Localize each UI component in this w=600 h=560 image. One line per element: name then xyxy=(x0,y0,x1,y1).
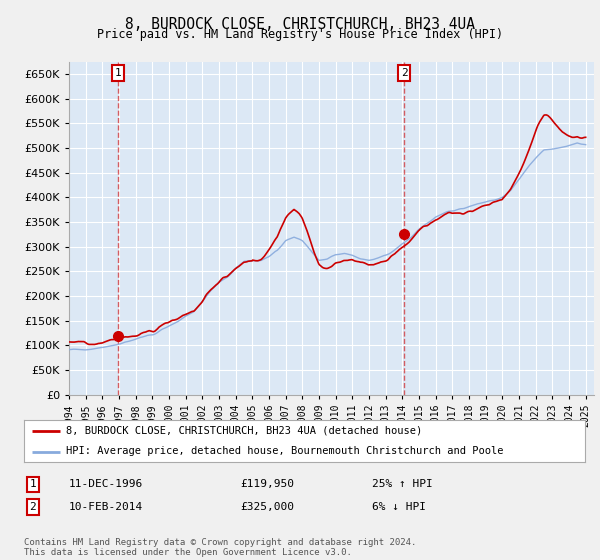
Text: 25% ↑ HPI: 25% ↑ HPI xyxy=(372,479,433,489)
Text: HPI: Average price, detached house, Bournemouth Christchurch and Poole: HPI: Average price, detached house, Bour… xyxy=(66,446,503,456)
Text: 8, BURDOCK CLOSE, CHRISTCHURCH, BH23 4UA (detached house): 8, BURDOCK CLOSE, CHRISTCHURCH, BH23 4UA… xyxy=(66,426,422,436)
Text: 8, BURDOCK CLOSE, CHRISTCHURCH, BH23 4UA: 8, BURDOCK CLOSE, CHRISTCHURCH, BH23 4UA xyxy=(125,17,475,32)
Text: 6% ↓ HPI: 6% ↓ HPI xyxy=(372,502,426,512)
Text: Price paid vs. HM Land Registry's House Price Index (HPI): Price paid vs. HM Land Registry's House … xyxy=(97,28,503,41)
Text: 2: 2 xyxy=(401,68,408,78)
Text: £119,950: £119,950 xyxy=(240,479,294,489)
Text: 1: 1 xyxy=(115,68,122,78)
Text: 10-FEB-2014: 10-FEB-2014 xyxy=(69,502,143,512)
Text: 11-DEC-1996: 11-DEC-1996 xyxy=(69,479,143,489)
Text: 1: 1 xyxy=(29,479,37,489)
Text: £325,000: £325,000 xyxy=(240,502,294,512)
Text: Contains HM Land Registry data © Crown copyright and database right 2024.
This d: Contains HM Land Registry data © Crown c… xyxy=(24,538,416,557)
Text: 2: 2 xyxy=(29,502,37,512)
